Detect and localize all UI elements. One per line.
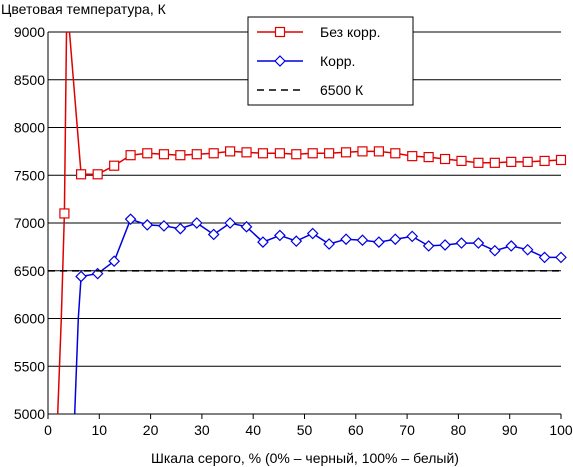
series-0-point-28 [456, 155, 467, 167]
series-1-point-31 [555, 251, 567, 264]
series-1-point-15 [290, 235, 303, 247]
series-0-point-8 [125, 150, 136, 161]
x-tick-label-20: 20 [143, 422, 159, 438]
legend-label-1: Корр. [320, 53, 355, 69]
series-1-point-29 [521, 243, 534, 256]
series-1-point-14 [274, 229, 286, 242]
x-axis-title: Шкала серого, % (0% – черный, 100% – бел… [151, 450, 459, 466]
series-1-point-18 [340, 233, 352, 246]
series-0-point-6 [92, 169, 103, 180]
y-tick-label-5500: 5500 [14, 358, 45, 374]
y-tick-label-8000: 8000 [14, 120, 45, 136]
series-0-point-21 [340, 147, 352, 158]
legend: Без корр. Корр. 6500 К [247, 16, 414, 106]
series-0-point-19 [307, 148, 318, 159]
series-0-point-13 [208, 148, 219, 159]
series-1-point-5 [124, 213, 137, 226]
x-tick-label-10: 10 [92, 422, 108, 438]
axes [47, 32, 562, 419]
series-0-point-14 [225, 146, 236, 157]
series-1-point-4 [108, 255, 121, 268]
series-0-point-27 [439, 153, 451, 165]
series-0-point-18 [291, 149, 302, 160]
series-0-point-5 [75, 169, 87, 180]
series-1-point-20 [373, 236, 385, 248]
x-tick-label-60: 60 [348, 422, 364, 438]
series-0-point-26 [423, 152, 434, 163]
x-tick-label-80: 80 [451, 422, 467, 438]
series-0-point-25 [407, 151, 418, 162]
series-0-point-32 [522, 156, 533, 167]
series-0-point-30 [489, 157, 500, 168]
series-0-point-12 [191, 149, 202, 160]
series-0-point-22 [357, 146, 368, 157]
legend-marker-0 [274, 26, 286, 38]
series-line-1 [73, 218, 561, 414]
series-1 [73, 213, 567, 414]
series-1-point-12 [240, 220, 253, 233]
series-0-point-17 [274, 148, 285, 159]
x-tick-label-70: 70 [399, 422, 415, 438]
series-0-point-31 [506, 156, 517, 167]
series-layer [48, 32, 567, 414]
series-1-point-8 [174, 222, 187, 235]
series-0-point-9 [142, 148, 153, 159]
series-0-point-20 [324, 148, 335, 159]
x-tick-label-100: 100 [549, 422, 573, 438]
series-1-point-25 [455, 237, 468, 249]
y-tick-label-5000: 5000 [14, 406, 45, 422]
series-0-point-2 [59, 208, 70, 219]
series-1-point-9 [190, 217, 203, 229]
series-0-point-29 [473, 157, 484, 168]
series-1-point-7 [158, 220, 170, 232]
y-tick-label-6500: 6500 [14, 263, 45, 279]
series-1-point-17 [323, 238, 335, 250]
series-1-point-28 [505, 240, 518, 252]
series-1-point-2 [75, 270, 87, 283]
series-0-point-34 [555, 154, 567, 166]
series-0-point-23 [373, 146, 384, 157]
series-0-point-16 [257, 148, 269, 159]
series-0 [56, 32, 567, 414]
x-tick-label-0: 0 [44, 422, 52, 438]
y-axis-title: Цветовая температура, К [1, 1, 167, 17]
series-1-point-10 [207, 228, 220, 241]
series-1-point-6 [141, 219, 154, 231]
series-0-point-15 [241, 147, 252, 158]
series-0-point-11 [175, 150, 186, 161]
series-1-point-16 [306, 227, 319, 240]
series-1-point-13 [257, 236, 269, 248]
series-1-point-21 [389, 233, 402, 246]
series-1-point-26 [472, 237, 485, 249]
x-tick-label-30: 30 [194, 422, 210, 438]
series-1-point-11 [224, 217, 236, 229]
x-tick-label-90: 90 [502, 422, 518, 438]
y-tick-label-7500: 7500 [14, 167, 45, 183]
y-tick-label-6000: 6000 [14, 311, 45, 327]
y-tick-label-7000: 7000 [14, 215, 45, 231]
x-tick-label-50: 50 [297, 422, 313, 438]
series-1-point-24 [439, 239, 451, 251]
series-0-point-33 [539, 155, 550, 167]
series-1-point-19 [356, 234, 369, 247]
legend-marker-1 [274, 55, 286, 67]
series-0-point-24 [390, 148, 401, 159]
legend-label-0: Без корр. [320, 24, 381, 40]
series-1-point-30 [538, 251, 551, 264]
series-0-point-10 [158, 149, 170, 160]
y-tick-label-8500: 8500 [14, 72, 45, 88]
legend-label-2: 6500 К [320, 82, 364, 98]
series-1-point-22 [406, 230, 419, 243]
series-1-point-27 [488, 244, 501, 257]
series-0-point-7 [109, 160, 120, 171]
series-1-point-23 [422, 240, 435, 252]
tick-labels: 5000 5500 6000 6500 7000 7500 8000 8500 9000 0 10 2… [14, 24, 573, 438]
y-tick-label-9000: 9000 [14, 24, 45, 40]
x-tick-label-40: 40 [245, 422, 261, 438]
